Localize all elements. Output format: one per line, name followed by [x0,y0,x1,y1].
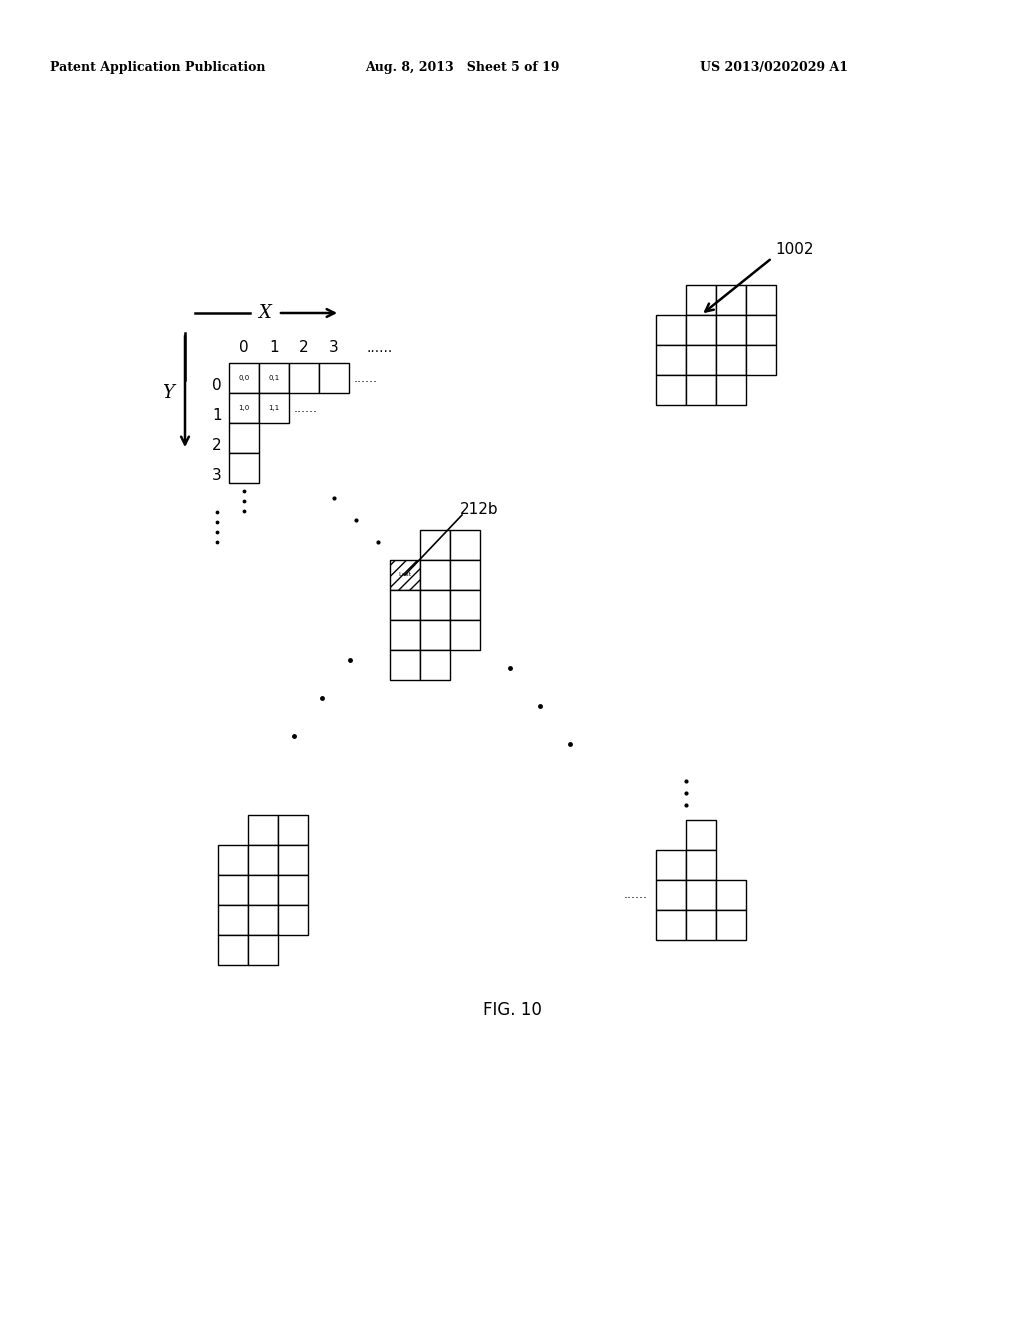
Bar [420,560,450,590]
Bar [319,363,349,393]
Bar [686,880,716,909]
Bar [259,363,289,393]
Bar [656,315,686,345]
Bar [716,375,746,405]
Bar [656,880,686,909]
Text: 1,1: 1,1 [268,405,280,411]
Bar [716,285,746,315]
Text: 2: 2 [299,341,309,355]
Bar [656,909,686,940]
Bar [746,285,776,315]
Bar [390,560,420,590]
Bar [686,820,716,850]
Bar [450,560,480,590]
Bar [450,620,480,649]
Bar [716,315,746,345]
Bar [229,363,259,393]
Text: Patent Application Publication: Patent Application Publication [50,62,265,74]
Bar [278,875,308,906]
Bar [420,649,450,680]
Bar [716,880,746,909]
Bar [420,590,450,620]
Bar [450,590,480,620]
Text: Aug. 8, 2013   Sheet 5 of 19: Aug. 8, 2013 Sheet 5 of 19 [365,62,559,74]
Bar [716,345,746,375]
Text: 1,0: 1,0 [239,405,250,411]
Bar [278,845,308,875]
Text: 1002: 1002 [775,243,813,257]
Bar [686,315,716,345]
Text: X: X [259,304,271,322]
Bar [420,531,450,560]
Bar [686,909,716,940]
Bar [390,620,420,649]
Bar [686,285,716,315]
Text: 0,0: 0,0 [239,375,250,381]
Text: Y: Y [162,384,174,403]
Bar [218,845,248,875]
Bar [248,935,278,965]
Bar [390,560,420,590]
Bar [218,906,248,935]
Bar [248,845,278,875]
Bar [450,531,480,560]
Text: 0: 0 [212,379,222,393]
Text: 212b: 212b [460,503,499,517]
Bar [278,814,308,845]
Bar [656,375,686,405]
Bar [686,375,716,405]
Text: ......: ...... [624,888,648,902]
Bar [218,935,248,965]
Text: ......: ...... [354,371,378,384]
Bar [686,345,716,375]
Text: 1: 1 [212,408,222,424]
Text: FIG. 10: FIG. 10 [482,1001,542,1019]
Bar [218,875,248,906]
Bar [716,909,746,940]
Text: ......: ...... [294,401,318,414]
Bar [746,345,776,375]
Bar [248,875,278,906]
Bar [229,422,259,453]
Bar [278,906,308,935]
Bar [656,850,686,880]
Bar [420,620,450,649]
Bar [289,363,319,393]
Bar [390,649,420,680]
Bar [656,345,686,375]
Bar [229,453,259,483]
Text: ......: ...... [366,341,392,355]
Bar [746,315,776,345]
Bar [248,906,278,935]
Bar [390,590,420,620]
Bar [259,393,289,422]
Text: US 2013/0202029 A1: US 2013/0202029 A1 [700,62,848,74]
Text: 3: 3 [212,469,222,483]
Text: 0: 0 [240,341,249,355]
Bar [248,814,278,845]
Bar [229,393,259,422]
Text: 1: 1 [269,341,279,355]
Bar [686,850,716,880]
Text: 3: 3 [329,341,339,355]
Text: 0,1: 0,1 [268,375,280,381]
Text: 2: 2 [212,438,222,454]
Text: Last: Last [398,573,412,578]
